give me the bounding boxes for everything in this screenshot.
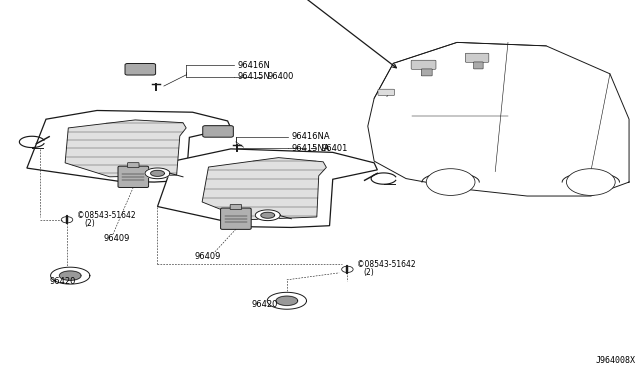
FancyBboxPatch shape (203, 126, 234, 137)
Text: 96401: 96401 (322, 144, 348, 153)
Text: 96416N: 96416N (237, 61, 270, 70)
Text: J964008X: J964008X (595, 356, 636, 365)
Polygon shape (51, 267, 90, 284)
Polygon shape (65, 120, 186, 177)
Polygon shape (60, 271, 81, 280)
FancyBboxPatch shape (421, 69, 432, 76)
Polygon shape (27, 110, 231, 182)
FancyBboxPatch shape (221, 208, 251, 230)
FancyBboxPatch shape (378, 89, 394, 96)
FancyBboxPatch shape (474, 62, 483, 69)
Text: 96400: 96400 (268, 72, 294, 81)
Text: 96420: 96420 (49, 277, 76, 286)
Polygon shape (268, 292, 307, 309)
Polygon shape (255, 210, 280, 221)
Text: 96409: 96409 (103, 234, 130, 243)
Polygon shape (150, 170, 164, 176)
Polygon shape (276, 296, 298, 305)
Text: (2): (2) (84, 219, 95, 228)
Text: ─: ─ (310, 144, 316, 153)
Text: ©08543-51642: ©08543-51642 (357, 260, 415, 269)
Text: (2): (2) (364, 268, 374, 278)
Text: 96420: 96420 (252, 301, 278, 310)
Text: ©08543-51642: ©08543-51642 (77, 211, 135, 220)
Polygon shape (202, 158, 326, 220)
Circle shape (426, 169, 475, 195)
FancyBboxPatch shape (230, 205, 242, 209)
Polygon shape (145, 168, 170, 179)
Text: 96415N: 96415N (237, 72, 270, 81)
FancyBboxPatch shape (411, 60, 436, 69)
Polygon shape (157, 149, 378, 227)
FancyBboxPatch shape (125, 64, 156, 75)
Polygon shape (261, 212, 275, 218)
Text: ─: ─ (256, 72, 261, 81)
Text: 96409: 96409 (195, 251, 221, 260)
Text: 96415NA: 96415NA (291, 144, 330, 153)
Circle shape (566, 169, 615, 195)
FancyBboxPatch shape (118, 166, 148, 187)
Text: 96416NA: 96416NA (291, 132, 330, 141)
FancyBboxPatch shape (465, 53, 489, 62)
FancyBboxPatch shape (127, 163, 139, 167)
